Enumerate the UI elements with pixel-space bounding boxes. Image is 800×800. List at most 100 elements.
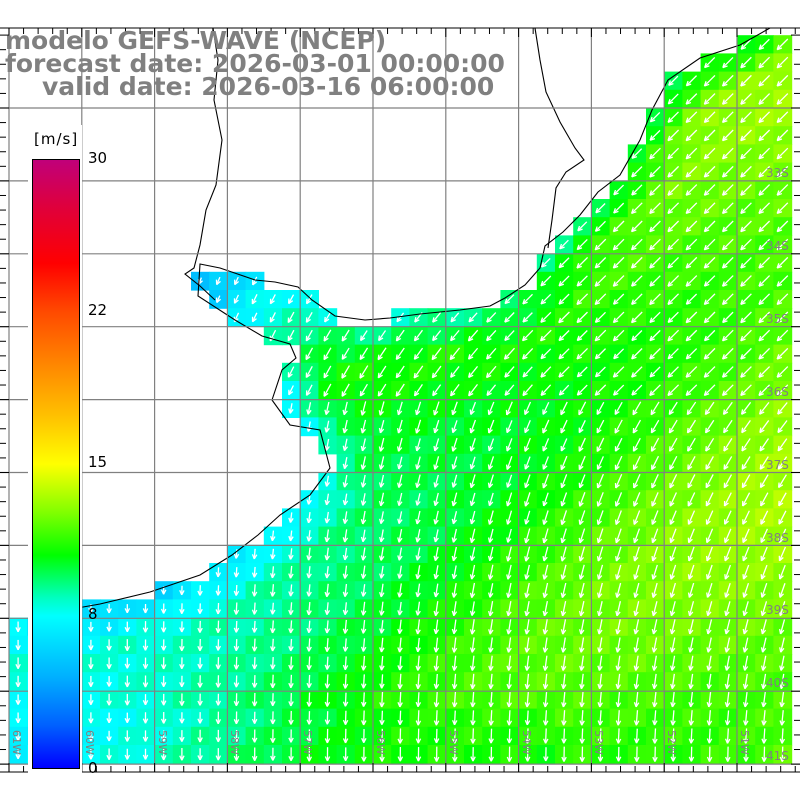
arrow-head [741, 447, 747, 452]
arrow-head [432, 319, 438, 323]
arrow-head [721, 354, 725, 360]
arrow-head [777, 429, 783, 434]
arrow-head [344, 464, 349, 470]
wind-arrow [306, 530, 312, 542]
wind-arrow [740, 220, 752, 233]
arrow-head [506, 482, 509, 488]
arrow-head [413, 390, 416, 396]
arrow-shaft [776, 220, 789, 233]
arrow-head [452, 538, 458, 543]
wind-arrow [558, 330, 570, 342]
arrow-shaft [740, 329, 752, 342]
arrow-head [360, 337, 366, 342]
arrow-shaft [740, 111, 752, 123]
arrow-head [507, 520, 512, 525]
arrow-head [542, 484, 548, 489]
arrow-shaft [776, 329, 789, 342]
wind-arrow [669, 474, 678, 489]
wind-arrow [378, 419, 385, 434]
arrow-head [776, 156, 783, 160]
arrow-head [686, 356, 692, 360]
arrow-head [542, 447, 548, 452]
arrow-head [360, 500, 364, 506]
arrow-shaft [344, 511, 348, 524]
arrow-head [432, 392, 438, 397]
wind-arrow [378, 437, 385, 452]
arrow-head [287, 319, 293, 324]
wind-arrow [632, 419, 642, 434]
arrow-head [504, 319, 510, 323]
arrow-head [667, 374, 674, 378]
wind-arrow [469, 438, 476, 452]
arrow-head [541, 264, 547, 268]
arrow-head [613, 210, 619, 214]
wind-arrow [486, 329, 497, 342]
arrow-shaft [398, 474, 403, 488]
arrow-head [651, 502, 657, 507]
arrow-shaft [504, 330, 515, 341]
arrow-head [577, 247, 583, 251]
arrow-shaft [576, 311, 588, 323]
arrow-head [433, 464, 436, 470]
wind-arrow [594, 348, 607, 360]
wind-arrow [705, 474, 714, 489]
arrow-head [395, 354, 398, 360]
arrow-head [703, 354, 707, 360]
arrow-shaft [578, 401, 587, 416]
arrow-head [469, 446, 472, 452]
wind-arrow [468, 365, 479, 379]
arrow-shaft [759, 456, 769, 470]
arrow-head [486, 392, 492, 396]
wind-arrow [721, 147, 734, 160]
arrow-head [576, 302, 582, 306]
wind-arrow [539, 329, 552, 342]
arrow-shaft [776, 38, 789, 51]
arrow-shaft [560, 401, 568, 415]
arrow-head [306, 318, 311, 323]
arrow-head [706, 502, 711, 507]
arrow-head [669, 447, 675, 452]
arrow-head [415, 429, 421, 434]
arrow-head [615, 520, 621, 525]
arrow-shaft [740, 74, 752, 87]
wind-arrow [758, 275, 771, 287]
arrow-head [760, 520, 766, 525]
wind-arrow [651, 510, 659, 525]
wind-arrow [668, 75, 679, 86]
wind-arrow [631, 366, 643, 378]
wind-arrow [378, 330, 387, 342]
arrow-shaft [524, 492, 531, 507]
arrow-head [288, 391, 294, 396]
arrow-head [414, 356, 420, 360]
arrow-head [703, 281, 707, 287]
arrow-shaft [722, 293, 734, 305]
arrow-head [776, 320, 783, 324]
arrow-head [416, 465, 421, 470]
arrow-shaft [576, 330, 588, 341]
arrow-shaft [649, 184, 661, 196]
arrow-head [558, 374, 564, 378]
arrow-head [324, 318, 330, 323]
arrow-shaft [740, 184, 752, 196]
arrow-shaft [722, 401, 733, 415]
arrow-shaft [362, 510, 366, 525]
arrow-head [469, 537, 473, 543]
wind-arrow [630, 256, 643, 269]
arrow-head [577, 338, 583, 342]
arrow-head [613, 320, 619, 324]
wind-arrow [540, 311, 552, 323]
arrow-head [649, 335, 653, 341]
arrow-shaft [703, 220, 716, 233]
arrow-head [522, 338, 528, 342]
arrow-shaft [740, 220, 752, 233]
arrow-shaft [649, 147, 661, 160]
wind-arrow [415, 456, 421, 470]
arrow-head [649, 356, 655, 360]
arrow-head [522, 374, 529, 378]
arrow-head [685, 138, 692, 142]
wind-arrow [721, 384, 734, 397]
arrow-head [594, 262, 598, 269]
arrow-head [612, 299, 616, 305]
wind-arrow [612, 256, 625, 269]
arrow-head [489, 538, 494, 543]
